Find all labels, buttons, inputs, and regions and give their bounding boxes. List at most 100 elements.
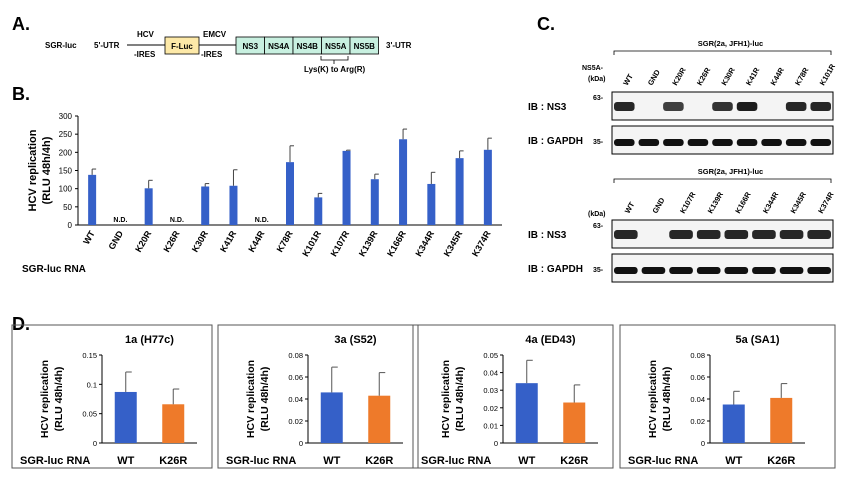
panel-c-label: C.: [537, 14, 555, 34]
bar-k26r: [162, 404, 185, 443]
ib-label-gapdh: IB : GAPDH: [528, 136, 583, 147]
fluc-label: F-Luc: [171, 42, 193, 51]
y-axis-label-line2: (RLU 48h/4h): [259, 367, 271, 432]
y-tick-label: 0.02: [288, 417, 303, 426]
y-axis-label-line1: HCV replication: [39, 360, 51, 438]
blot-header-bracket: [613, 178, 832, 183]
y-tick-label: 0.02: [483, 404, 498, 413]
y-tick-label: 0.03: [483, 386, 498, 395]
lane-label: K374R: [816, 190, 836, 215]
bar-wt: [722, 404, 745, 443]
lane-label: K139R: [706, 190, 726, 215]
x-tick-label: GND: [106, 229, 125, 252]
marker-gapdh: 35-: [593, 139, 604, 146]
x-tick-label: K26R: [161, 229, 181, 254]
chart-d-title: 3a (S52): [334, 334, 377, 346]
y-tick-label: 0: [701, 439, 705, 448]
chart-d-row-label: SGR-luc RNA: [226, 455, 296, 467]
bar-k30r: [201, 186, 210, 225]
band-ns3: [724, 230, 749, 239]
band-ns3: [663, 102, 684, 111]
band-ns3: [807, 230, 831, 239]
blot-header: SGR(2a, JFH1)-luc: [698, 167, 763, 176]
construct-name: SGR-luc: [45, 41, 77, 50]
hcv-ires-label-2: -IRES: [134, 50, 156, 59]
chart-d-4: 5a (SA1) 0 0.02 0.04 0.06 0.08 HCV replication…: [619, 324, 836, 469]
chart-d-3: 4a (ED43) 0 0.01 0.02 0.03 0.04 0.05 HCV replic…: [412, 324, 614, 469]
y-tick-label: 0.08: [288, 351, 303, 360]
chart-d-frame: [412, 324, 614, 469]
lane-label: K26R: [695, 65, 713, 87]
x-tick-label: K166R: [385, 229, 408, 259]
x-tick-label: K374R: [470, 229, 493, 259]
ib-label-gapdh: IB : GAPDH: [528, 264, 583, 275]
lane-label: K30R: [719, 65, 737, 87]
bar-k345r: [455, 158, 464, 225]
y-tick-label: 0.1: [87, 380, 97, 389]
lane-label: WT: [621, 72, 635, 87]
y-tick-label: 0.01: [483, 421, 498, 430]
marker-ns3: 63-: [593, 223, 604, 230]
lane-label: K101R: [818, 62, 838, 87]
x-tick-label: K30R: [190, 229, 210, 254]
bar-k20r: [144, 188, 153, 225]
bar-k26r: [770, 397, 793, 443]
bar-k26r: [368, 395, 391, 443]
emcv-ires-label-2: -IRES: [201, 50, 223, 59]
ns-box-label: NS5B: [354, 42, 376, 51]
x-tick-label: K107R: [329, 229, 352, 259]
bar-k26r: [563, 402, 586, 443]
x-tick-label: WT: [725, 455, 742, 467]
panel-a: A. SGR-luc 5'-UTR HCV -IRES F-Luc EMCV -…: [12, 14, 412, 74]
bar-k41r: [229, 185, 238, 225]
panel-d-label: D.: [12, 314, 30, 334]
band-gapdh: [724, 267, 749, 274]
lane-label: K44R: [769, 65, 787, 87]
band-gapdh: [736, 139, 758, 146]
y-tick-label: 0.02: [690, 417, 705, 426]
y-tick-label: 100: [59, 185, 73, 194]
bar-k78r: [286, 162, 294, 225]
ns-gene-boxes: NS3 NS4A NS4B NS5A NS5B: [235, 36, 379, 55]
y-tick-label: 0.04: [690, 395, 705, 404]
panel-b: B. 0 50 100 150 200 250 300 HCV replication (RLU…: [12, 84, 502, 275]
chart-d-frame: [217, 324, 419, 469]
band-gapdh: [641, 267, 666, 274]
chart-d-row-label: SGR-luc RNA: [20, 455, 90, 467]
x-tick-label: K78R: [275, 229, 295, 254]
chart-d-frame: [11, 324, 213, 469]
chart-d-2: 3a (S52) 0 0.02 0.04 0.06 0.08 HCV replication…: [217, 324, 419, 469]
band-ns3: [696, 230, 721, 239]
hcv-ires-label-1: HCV: [137, 30, 155, 39]
y-tick-label: 150: [59, 167, 73, 176]
panel-b-label: B.: [12, 84, 30, 104]
panel-b-row-label: SGR-luc RNA: [22, 264, 86, 275]
ns-box-label: NS5A: [325, 42, 347, 51]
panel-a-label: A.: [12, 14, 30, 34]
ns5a-bracket: [320, 56, 349, 61]
y-tick-label: 0.06: [690, 373, 705, 382]
blot-header: SGR(2a, JFH1)-luc: [698, 39, 763, 48]
x-tick-label: K26R: [560, 455, 588, 467]
y-tick-label: 0: [299, 439, 303, 448]
band-ns3: [810, 102, 831, 111]
band-gapdh: [785, 139, 807, 146]
x-tick-label: WT: [323, 455, 340, 467]
y-tick-label: 0.15: [82, 351, 97, 360]
y-tick-label: 0.05: [483, 351, 498, 360]
bar-wt: [320, 392, 343, 443]
y-axis-label-line2: (RLU 48h/4h): [454, 367, 466, 432]
x-tick-label: K44R: [246, 229, 266, 254]
band-gapdh: [687, 139, 709, 146]
band-gapdh: [807, 267, 831, 274]
kda-label: (kDa): [588, 76, 606, 83]
band-gapdh: [669, 267, 693, 274]
x-tick-label: K41R: [218, 229, 238, 254]
bar-k101r: [314, 197, 323, 225]
y-tick-label: 0: [68, 221, 73, 230]
y-axis-label-line2: (RLU 48h/4h): [53, 367, 65, 432]
band-gapdh: [810, 139, 831, 146]
